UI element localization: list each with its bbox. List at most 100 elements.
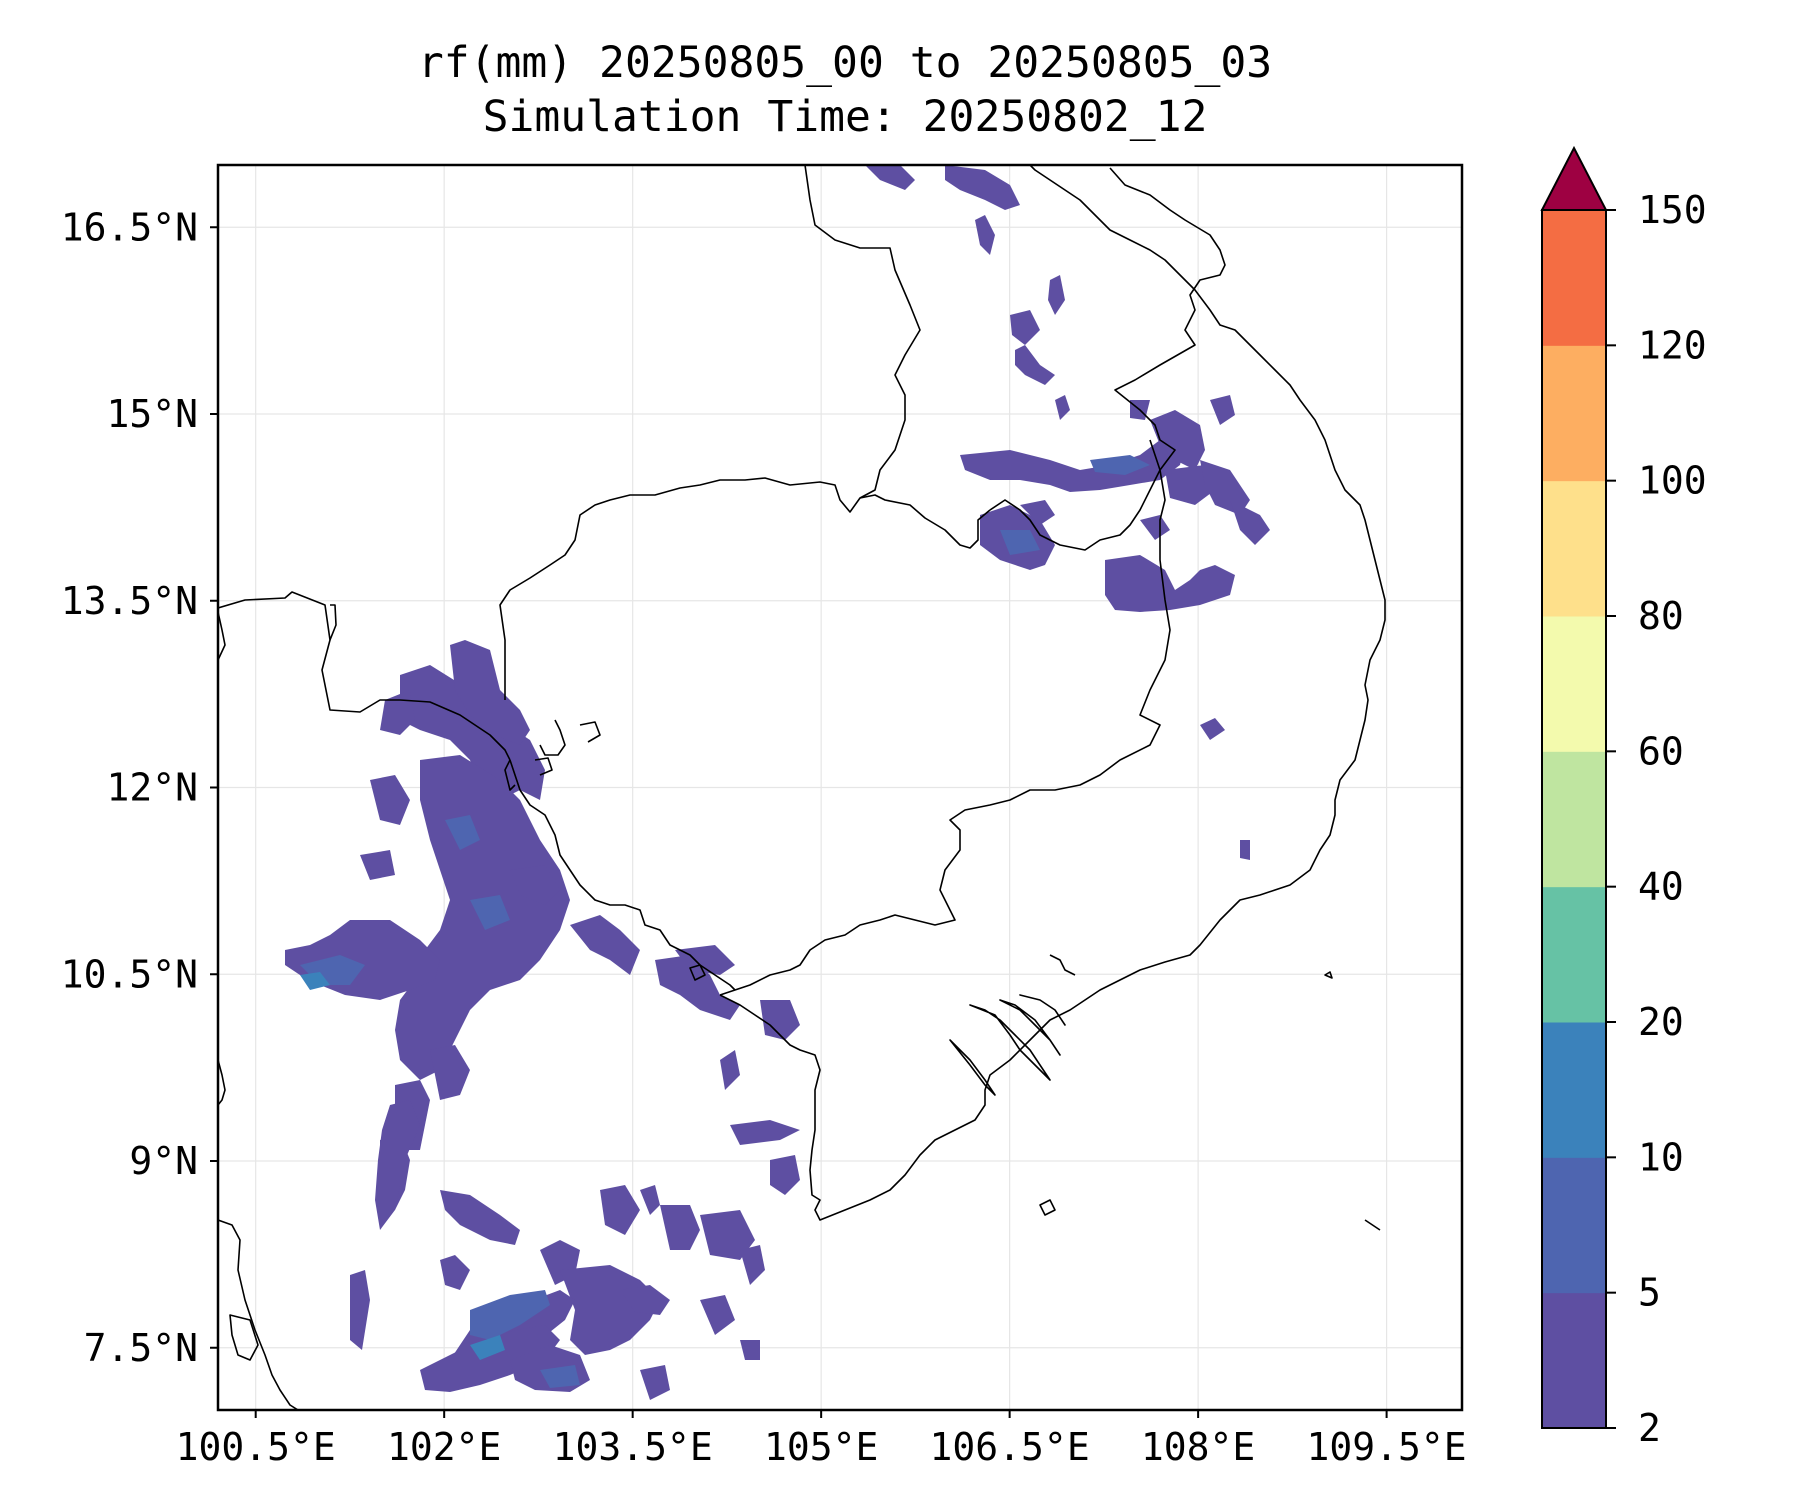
country-border bbox=[218, 591, 511, 761]
coastline bbox=[534, 757, 553, 776]
figure-title: rf(mm) 20250805_00 to 20250805_03 Simula… bbox=[220, 36, 1470, 144]
rain-patch bbox=[445, 815, 480, 850]
rain-patch bbox=[700, 1210, 755, 1260]
colorbar-segment bbox=[1542, 1022, 1606, 1158]
colorbar-tick-label: 20 bbox=[1638, 1000, 1684, 1044]
rain-patch bbox=[510, 865, 560, 905]
country-border bbox=[989, 167, 1226, 551]
island bbox=[689, 964, 706, 981]
island bbox=[504, 759, 516, 791]
colorbar: 2 5 10 20 40 60 80 100 120 150 bbox=[1540, 145, 1707, 1450]
rain-patch bbox=[655, 955, 740, 1020]
rain-patch bbox=[1240, 840, 1250, 860]
colorbar-segment bbox=[1542, 886, 1606, 1023]
lat-tick-label: 15°N bbox=[106, 392, 198, 436]
colorbar-segment bbox=[1542, 345, 1606, 482]
rain-patch bbox=[400, 665, 545, 800]
coastline bbox=[218, 611, 226, 661]
rain-patch bbox=[640, 1365, 670, 1400]
coastline bbox=[1049, 954, 1076, 976]
rain-patch bbox=[660, 1205, 700, 1250]
rain-patch bbox=[740, 1245, 765, 1285]
rainfall-patches bbox=[285, 165, 1270, 1400]
coastline bbox=[1019, 994, 1066, 1026]
colorbar-tick-label: 5 bbox=[1638, 1271, 1661, 1315]
rain-patch bbox=[360, 850, 395, 880]
colorbar-segment bbox=[1542, 210, 1606, 346]
rain-patch bbox=[1140, 515, 1170, 540]
coastline bbox=[579, 721, 601, 743]
rain-patch bbox=[1055, 395, 1070, 420]
rain-patch bbox=[440, 1190, 520, 1245]
lon-tick-label: 109.5°E bbox=[1307, 1425, 1467, 1469]
colorbar-segment bbox=[1542, 1292, 1606, 1429]
title-line-1: rf(mm) 20250805_00 to 20250805_03 bbox=[417, 38, 1273, 88]
lon-tick-label: 106.5°E bbox=[930, 1425, 1090, 1469]
rain-patch bbox=[470, 1290, 550, 1340]
rain-patch bbox=[430, 1045, 470, 1100]
rain-patch bbox=[1165, 465, 1215, 505]
rain-patch bbox=[375, 1100, 420, 1230]
coastline bbox=[949, 1039, 996, 1096]
lon-tick-label: 103.5°E bbox=[553, 1425, 713, 1469]
coastline bbox=[1364, 1219, 1381, 1231]
rain-patch bbox=[770, 1155, 800, 1195]
rain-patch bbox=[1200, 718, 1225, 740]
gridlines bbox=[218, 165, 1462, 1410]
rain-patch bbox=[1105, 555, 1235, 612]
lat-tick-label: 13.5°N bbox=[61, 579, 198, 623]
rain-patch bbox=[540, 1365, 580, 1388]
coastline bbox=[218, 1059, 226, 1106]
colorbar-segment bbox=[1542, 480, 1606, 617]
rain-patch bbox=[1200, 460, 1250, 515]
colorbar-segment bbox=[1542, 616, 1606, 752]
colorbar-tick-label: 60 bbox=[1638, 729, 1684, 773]
axis-ticks: 100.5°E 102°E 103.5°E 105°E 106.5°E 108°E 109.… bbox=[61, 205, 1467, 1469]
island bbox=[1324, 971, 1333, 979]
rain-patch bbox=[450, 640, 530, 745]
colorbar-frame bbox=[1541, 209, 1607, 1429]
coastline bbox=[969, 1004, 1051, 1081]
rain-patch bbox=[300, 972, 330, 990]
rain-patch bbox=[350, 1270, 370, 1350]
colorbar-tick-label: 80 bbox=[1638, 594, 1684, 638]
rain-patch bbox=[440, 1255, 470, 1290]
lat-tick-label: 12°N bbox=[106, 766, 198, 810]
title-line-2: Simulation Time: 20250802_12 bbox=[482, 92, 1208, 142]
colorbar-tick-label: 40 bbox=[1638, 865, 1684, 909]
rain-patch bbox=[730, 1120, 800, 1145]
rain-patch bbox=[1020, 500, 1055, 525]
colorbar-tick-label: 2 bbox=[1638, 1406, 1661, 1450]
rain-patch bbox=[370, 775, 410, 825]
rain-patch bbox=[700, 1295, 735, 1335]
country-border bbox=[719, 439, 1171, 996]
rain-patch bbox=[1048, 275, 1065, 315]
colorbar-tick-label: 10 bbox=[1638, 1135, 1684, 1179]
rain-patch bbox=[620, 1285, 670, 1315]
rain-patch bbox=[1000, 530, 1040, 555]
lat-tick-label: 9°N bbox=[129, 1139, 198, 1183]
rain-patch bbox=[1210, 395, 1235, 425]
colorbar-segment bbox=[1542, 1157, 1606, 1294]
colorbar-tick-label: 150 bbox=[1638, 188, 1707, 232]
rain-patch bbox=[640, 1185, 660, 1215]
lon-tick-label: 102°E bbox=[387, 1425, 501, 1469]
rain-patch bbox=[865, 165, 915, 190]
rain-patch bbox=[1010, 310, 1040, 345]
rain-patch bbox=[420, 1325, 560, 1392]
rain-patch bbox=[1150, 410, 1205, 470]
lat-tick-label: 10.5°N bbox=[61, 952, 198, 996]
lon-tick-label: 108°E bbox=[1141, 1425, 1255, 1469]
rain-patch bbox=[470, 895, 510, 930]
coastline bbox=[218, 1219, 299, 1410]
rain-patch bbox=[1090, 455, 1150, 475]
lat-tick-label: 7.5°N bbox=[84, 1326, 198, 1370]
lon-tick-label: 100.5°E bbox=[176, 1425, 336, 1469]
country-border bbox=[499, 477, 991, 700]
colorbar-tick-label: 120 bbox=[1638, 323, 1707, 367]
coastline bbox=[999, 999, 1061, 1056]
rain-patch bbox=[1230, 500, 1270, 545]
rain-patch bbox=[960, 430, 1185, 492]
island bbox=[1039, 1199, 1056, 1216]
